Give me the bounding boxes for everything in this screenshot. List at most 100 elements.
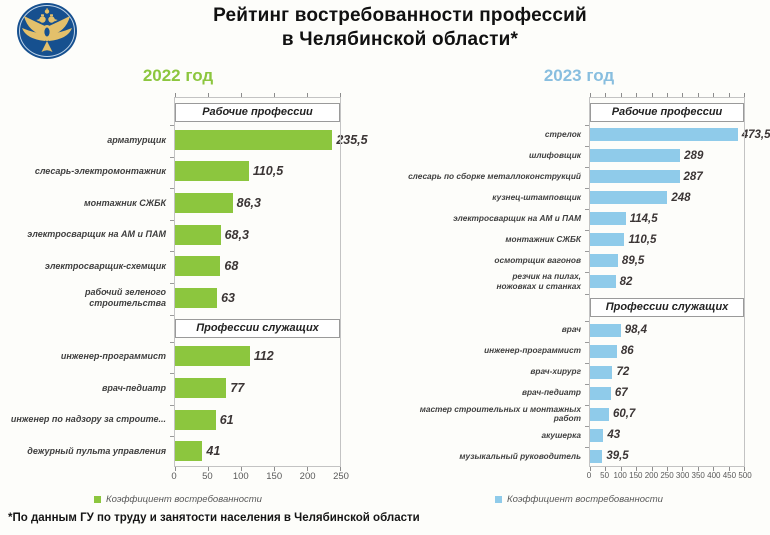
bar-row: врач-хирург 72 (392, 362, 766, 383)
axis-tick-label: 250 (660, 471, 674, 480)
section-header-row: Рабочие профессии (8, 97, 348, 124)
axis-tick-label: 450 (722, 471, 737, 480)
category-label: инженер-программист (60, 351, 166, 362)
bar-row: врач-педиатр 67 (392, 383, 766, 404)
bar-area: 77 (174, 372, 341, 404)
bar-row: арматурщик 235,5 (8, 124, 368, 156)
chart-2023-year-title: 2023 год (543, 66, 615, 85)
category-label: дежурный пульта управления (27, 445, 166, 456)
axis-tick-label: 0 (171, 471, 177, 482)
category-label: резчик на пилах, ножовках и станках (496, 271, 581, 291)
bar (590, 212, 626, 226)
chart-2022-rows: Рабочие профессии арматурщик 235,5 слесарь-… (8, 97, 368, 467)
bar (590, 170, 680, 184)
bar-row: электросварщик на АМ и ПАМ 114,5 (392, 208, 766, 229)
category-label: врач-хирург (530, 366, 581, 377)
bar (590, 449, 603, 463)
chart-2022-x-axis: 0 50 100 150 200 250 (171, 467, 349, 483)
category-label: рабочий зеленого строительства (85, 287, 166, 308)
bar-row: шлифовщик 289 (392, 145, 766, 166)
value-label: 287 (683, 170, 703, 183)
bar-area: 235,5 (174, 124, 368, 156)
page-title: Рейтинг востребованности профессий в Чел… (90, 4, 710, 52)
bar-area: 63 (174, 282, 341, 314)
bar-area: 67 (589, 383, 745, 404)
value-label: 39,5 (606, 450, 629, 463)
bar-area: 473,5 (589, 124, 770, 145)
bar-area: 86 (589, 341, 745, 362)
bar-area: 110,5 (174, 156, 341, 188)
section-header-area: Профессии служащих (174, 317, 341, 341)
section-header-row: Профессии служащих (392, 293, 766, 320)
footnote: *По данным ГУ по труду и занятости насел… (8, 512, 420, 524)
value-label: 473,5 (741, 128, 770, 141)
bar (590, 428, 604, 442)
bar (590, 386, 611, 400)
bar (590, 407, 609, 421)
bar-row: рабочий зеленого строительства 63 (8, 282, 348, 314)
chart-2023-x-axis: 0 50 100 150 200 250 300 350 400 450 500 (587, 467, 752, 483)
axis-tick-label: 150 (629, 471, 643, 480)
category-label: акушерка (541, 429, 581, 440)
bar-area: 112 (174, 341, 341, 373)
axis-tick-label: 500 (738, 471, 752, 480)
chart-2022-legend: Коэффициент востребованности (8, 494, 348, 505)
bar (175, 192, 233, 213)
category-label: музыкальный руководитель (459, 450, 581, 461)
bar (175, 256, 221, 277)
bar (175, 287, 218, 308)
value-label: 112 (253, 349, 274, 364)
axis-tick-label: 50 (600, 471, 610, 480)
axis-tick-label: 200 (644, 471, 659, 480)
section-header: Профессии служащих (590, 298, 744, 317)
bar-area: 60,7 (589, 404, 745, 425)
chart-2022-year-title: 2022 год (142, 66, 214, 85)
bar (590, 344, 617, 358)
bar (175, 129, 333, 150)
bar-area: 39,5 (589, 446, 745, 467)
bar-row: врач 98,4 (392, 320, 766, 341)
section-header-area: Рабочие профессии (589, 100, 745, 124)
category-label: шлифовщик (528, 149, 581, 160)
bar (175, 161, 249, 182)
bar-area: 248 (589, 187, 745, 208)
bar-area: 41 (174, 435, 341, 467)
bar (590, 233, 625, 247)
bar-area: 72 (589, 362, 745, 383)
bar-area: 68,3 (174, 219, 341, 251)
category-label: монтажник СЖБК (84, 197, 166, 208)
category-label: электросварщик на АМ и ПАМ (27, 229, 166, 240)
bar-area: 89,5 (589, 250, 745, 271)
bar-row: слесарь по сборке металлоконструкций 287 (392, 166, 766, 187)
legend-label: Коэффициент востребованности (106, 494, 262, 505)
bar-row: дежурный пульта управления 41 (8, 435, 348, 467)
value-label: 289 (684, 149, 704, 162)
axis-tick-label: 100 (613, 471, 627, 480)
value-label: 43 (607, 429, 621, 442)
category-label: монтажник СЖБК (505, 234, 581, 245)
bar-row: резчик на пилах, ножовках и станках 82 (392, 271, 766, 292)
bar (175, 409, 216, 430)
page-title-line-1: Рейтинг востребованности профессий (213, 5, 587, 26)
value-label: 89,5 (621, 254, 645, 267)
bar-area: 82 (589, 271, 745, 292)
bar-row: электросварщик на АМ и ПАМ 68,3 (8, 219, 348, 251)
value-label: 61 (219, 412, 234, 427)
bar-row: монтажник СЖБК 86,3 (8, 187, 348, 219)
value-label: 77 (230, 380, 245, 395)
chart-2023-rows: Рабочие профессии стрелок 473,5 шлифовщик 28… (392, 97, 770, 467)
bar-row: врач-педиатр 77 (8, 372, 348, 404)
bar-row: инженер по надзору за строите... 61 (8, 404, 348, 436)
bar-row: стрелок 473,5 (392, 124, 770, 145)
axis-tick-label: 100 (232, 471, 249, 482)
chart-2023-legend: Коэффициент востребованности (392, 494, 766, 505)
bar (590, 128, 738, 142)
axis-tick-label: 200 (299, 471, 316, 482)
double-headed-eagle-emblem-icon (16, 2, 78, 60)
axis-tick-label: 250 (333, 471, 349, 482)
category-label: слесарь по сборке металлоконструкций (408, 170, 581, 181)
bar-row: инженер-программист 86 (392, 341, 766, 362)
axis-tick-label: 150 (266, 471, 283, 482)
bar-area: 110,5 (589, 229, 745, 250)
